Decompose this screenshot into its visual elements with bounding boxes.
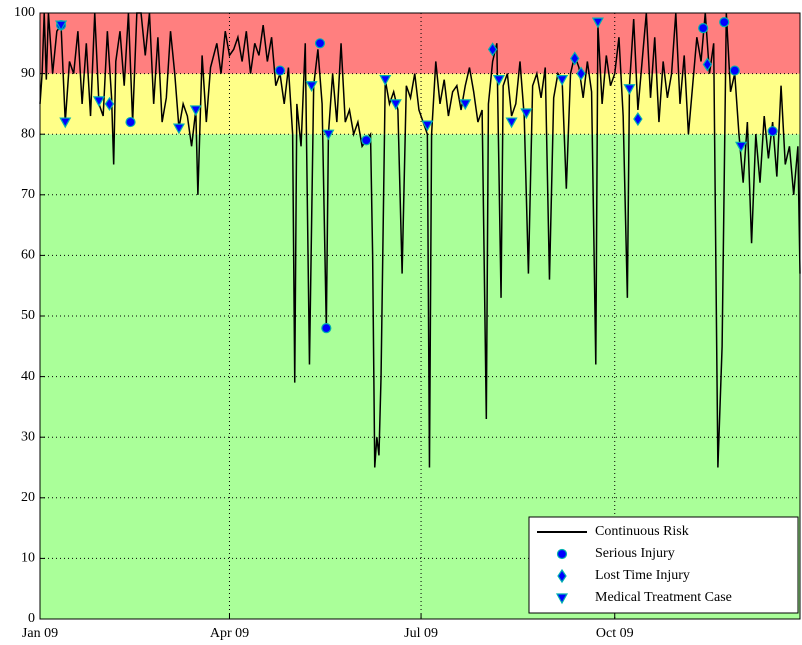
legend-label: Serious Injury xyxy=(595,546,675,561)
y-tick-label: 10 xyxy=(21,551,35,566)
marker-triangle xyxy=(389,99,402,111)
y-tick-label: 40 xyxy=(21,369,35,384)
y-tick-label: 50 xyxy=(21,308,35,323)
marker-diamond xyxy=(104,96,115,111)
marker-triangle xyxy=(379,75,392,86)
x-tick-label: Jul 09 xyxy=(404,626,438,641)
y-tick-label: 70 xyxy=(21,187,35,202)
marker-diamond xyxy=(557,568,567,584)
marker-triangle xyxy=(555,593,569,605)
marker-triangle xyxy=(59,117,72,129)
marker-circle xyxy=(729,65,740,76)
marker-triangle xyxy=(305,81,318,92)
marker-circle xyxy=(767,126,778,137)
marker-triangle xyxy=(520,108,533,120)
y-tick-label: 0 xyxy=(28,611,35,626)
risk-line xyxy=(39,12,801,468)
marker-circle xyxy=(361,135,372,146)
marker-diamond xyxy=(702,57,713,72)
marker-triangle xyxy=(459,99,472,111)
x-tick-label: Oct 09 xyxy=(596,626,634,641)
marker-triangle xyxy=(556,75,569,86)
y-tick-label: 100 xyxy=(14,5,35,20)
marker-triangle xyxy=(172,123,185,135)
marker-diamond xyxy=(633,111,643,127)
y-tick-label: 80 xyxy=(21,126,35,141)
legend-label: Continuous Risk xyxy=(595,524,689,539)
marker-triangle xyxy=(505,117,518,129)
y-tick-label: 60 xyxy=(21,248,35,263)
marker-triangle xyxy=(55,20,68,32)
marker-circle xyxy=(321,323,332,334)
marker-triangle xyxy=(189,105,202,117)
legend-label: Lost Time Injury xyxy=(595,568,690,583)
marker-circle xyxy=(556,548,568,560)
x-tick-label: Jan 09 xyxy=(22,626,58,641)
marker-circle xyxy=(314,38,326,49)
marker-diamond xyxy=(570,51,580,66)
marker-triangle xyxy=(591,17,604,29)
y-tick-label: 30 xyxy=(21,429,35,444)
marker-circle xyxy=(125,116,136,128)
y-tick-label: 90 xyxy=(21,66,35,81)
marker-circle xyxy=(719,16,730,28)
legend-label: Medical Treatment Case xyxy=(595,590,732,605)
marker-circle xyxy=(274,65,286,76)
marker-triangle xyxy=(735,141,748,153)
x-tick-label: Apr 09 xyxy=(210,626,249,641)
marker-triangle xyxy=(92,96,105,108)
legend: Continuous Risk Serious Injury Lost Time I… xyxy=(528,516,799,614)
marker-circle xyxy=(698,23,709,34)
marker-diamond xyxy=(576,66,586,81)
marker-diamond xyxy=(487,42,498,57)
marker-triangle xyxy=(492,75,505,86)
marker-triangle xyxy=(623,84,636,95)
marker-triangle xyxy=(421,120,434,132)
risk-band xyxy=(40,13,800,74)
y-tick-label: 20 xyxy=(21,490,35,505)
plot-frame xyxy=(39,12,801,620)
marker-triangle xyxy=(322,129,335,141)
